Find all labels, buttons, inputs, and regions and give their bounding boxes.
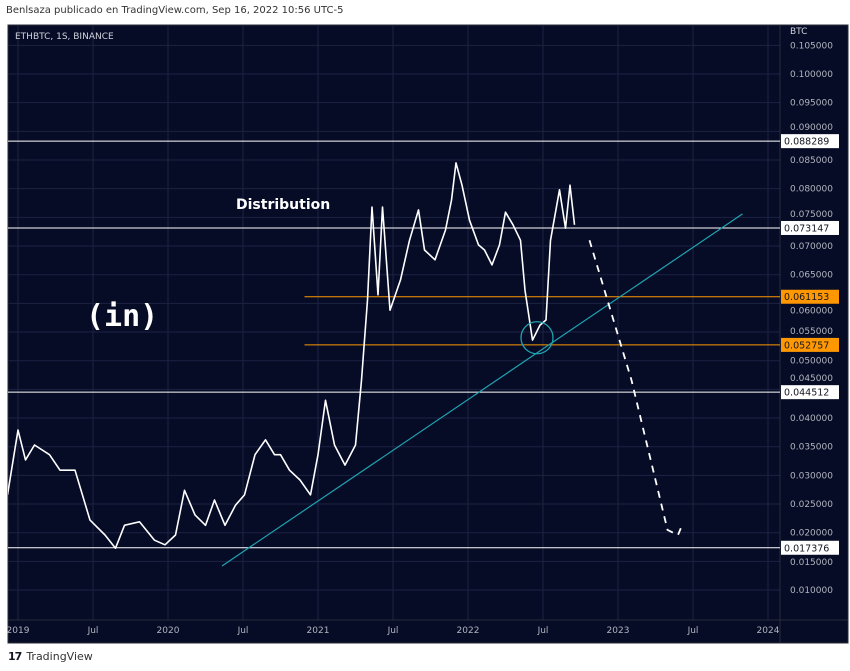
level-label: 0.017376 [784,543,829,554]
drawings [8,140,780,567]
y-tick-label: 0.045000 [790,374,833,384]
circle-marker[interactable] [520,321,554,355]
x-tick-label: Jul [237,626,249,636]
level-label-box [781,289,839,304]
level-label: 0.073147 [784,223,829,234]
x-tick-label: 2023 [607,626,630,636]
x-tick-label: 2021 [307,626,330,636]
y-tick-label: 0.060000 [790,307,833,317]
x-tick-label: Jul [687,626,699,636]
level-label-box [781,134,839,149]
y-tick-label: 0.090000 [790,123,833,133]
projection-dashed-line[interactable] [588,240,684,537]
footer: 17 TradingView [8,650,93,663]
publisher-line: Benlsaza publicado en TradingView.com, S… [6,5,344,16]
x-tick-label: 2024 [757,626,780,636]
x-tick-label: Jul [387,626,399,636]
y-tick-label: 0.015000 [790,558,833,568]
symbol-label: ETHBTC, 1S, BINANCE [15,32,114,42]
axes: 0.105000 0.100000 0.095000 0.090000 0.085000… [7,25,848,643]
level-label-box [781,540,839,555]
tradingview-brand[interactable]: TradingView [26,650,93,663]
y-tick-label: 0.040000 [790,414,833,424]
y-tick-label: 0.070000 [790,242,833,252]
x-tick-label: Jul [87,626,99,636]
axis-unit: BTC [790,27,807,37]
y-tick-label: 0.100000 [790,70,833,80]
level-label: 0.088289 [784,137,829,148]
y-tick-label: 0.035000 [790,443,833,453]
y-tick-label: 0.095000 [790,99,833,109]
y-tick-label: 0.025000 [790,500,833,510]
level-label-box [781,337,839,352]
x-tick-label: Jul [537,626,549,636]
grid [8,25,780,620]
y-tick-label: 0.075000 [790,210,833,220]
trendline[interactable] [221,213,743,567]
x-tick-label: 2019 [7,626,30,636]
price-line [8,162,576,550]
y-tick-label: 0.030000 [790,471,833,481]
level-label: 0.052757 [784,340,829,351]
level-label-box [781,385,839,400]
y-tick-label: 0.010000 [790,586,833,596]
level-label: 0.061153 [784,292,829,303]
distribution-annotation[interactable]: Distribution [236,197,330,213]
x-tick-label: 2022 [457,626,480,636]
tradingview-logo-icon: 17 [8,650,22,663]
watermark-logo: (in) [86,299,158,334]
y-tick-label: 0.020000 [790,529,833,539]
chart-background [7,24,849,644]
y-tick-label: 0.105000 [790,41,833,51]
y-tick-label: 0.080000 [790,185,833,195]
y-tick-label: 0.050000 [790,357,833,367]
y-tick-label: 0.085000 [790,156,833,166]
level-label-box [781,220,839,235]
level-label: 0.044512 [784,388,829,399]
y-tick-label: 0.065000 [790,271,833,281]
x-tick-label: 2020 [157,626,180,636]
y-tick-label: 0.055000 [790,327,833,337]
